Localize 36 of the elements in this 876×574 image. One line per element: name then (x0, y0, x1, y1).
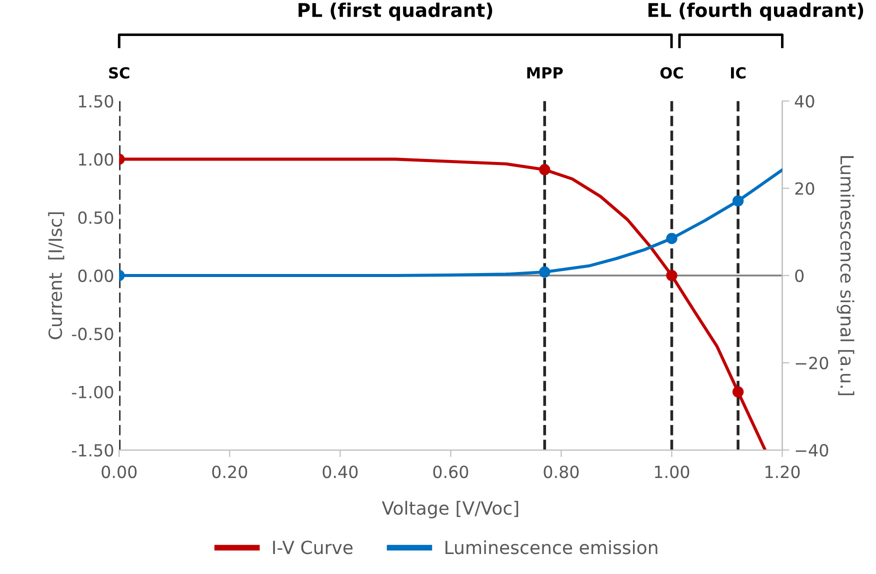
x-tick-label: 0.00 (102, 466, 137, 478)
x-tick-label: 0.40 (322, 466, 358, 478)
point (539, 266, 550, 278)
y-tick-label: -0.50 (72, 328, 114, 340)
ref-line-label: SC (109, 67, 130, 79)
text: EL (fourth quadrant) (648, 2, 864, 21)
legend-label: I-V Curve (273, 540, 353, 554)
y-tick-label: 1.00 (78, 153, 114, 166)
point (666, 232, 678, 244)
ref-line-label: IC (731, 67, 746, 79)
ref-line-label: MPP (527, 67, 563, 78)
y2-tick-label: 20 (795, 182, 814, 195)
y2-axis-title: Luminescence signal [a.u.] (836, 156, 854, 396)
x-tick-label: 1.00 (655, 466, 690, 478)
y-tick-label: 1.50 (78, 94, 114, 108)
point (732, 386, 744, 398)
point (666, 270, 678, 282)
x-tick-label: 0.20 (212, 466, 248, 478)
y2-tick-label: −20 (796, 356, 828, 370)
x-tick-label: 0.80 (544, 466, 579, 478)
y2-tick-label: 0 (795, 269, 804, 282)
point (539, 164, 550, 176)
y-tick-label: 0.00 (78, 269, 114, 282)
y2-tick-label: −40 (796, 444, 828, 457)
legend-label: Luminescence emission (446, 540, 658, 554)
y-axis-title: Current [I/Isc] (48, 212, 64, 340)
y-tick-label: -1.00 (72, 386, 114, 398)
x-axis-title: Voltage [V/Voc] (382, 500, 518, 518)
ref-line-label: OC (660, 67, 683, 79)
y-tick-label: -1.50 (72, 444, 114, 457)
x-tick-label: 1.20 (766, 466, 800, 478)
point (732, 195, 744, 207)
x-tick-label: 0.60 (433, 466, 468, 478)
y-tick-label: 0.50 (78, 211, 114, 224)
y2-tick-label: 40 (794, 94, 814, 108)
text: PL (first quadrant) (298, 2, 492, 21)
